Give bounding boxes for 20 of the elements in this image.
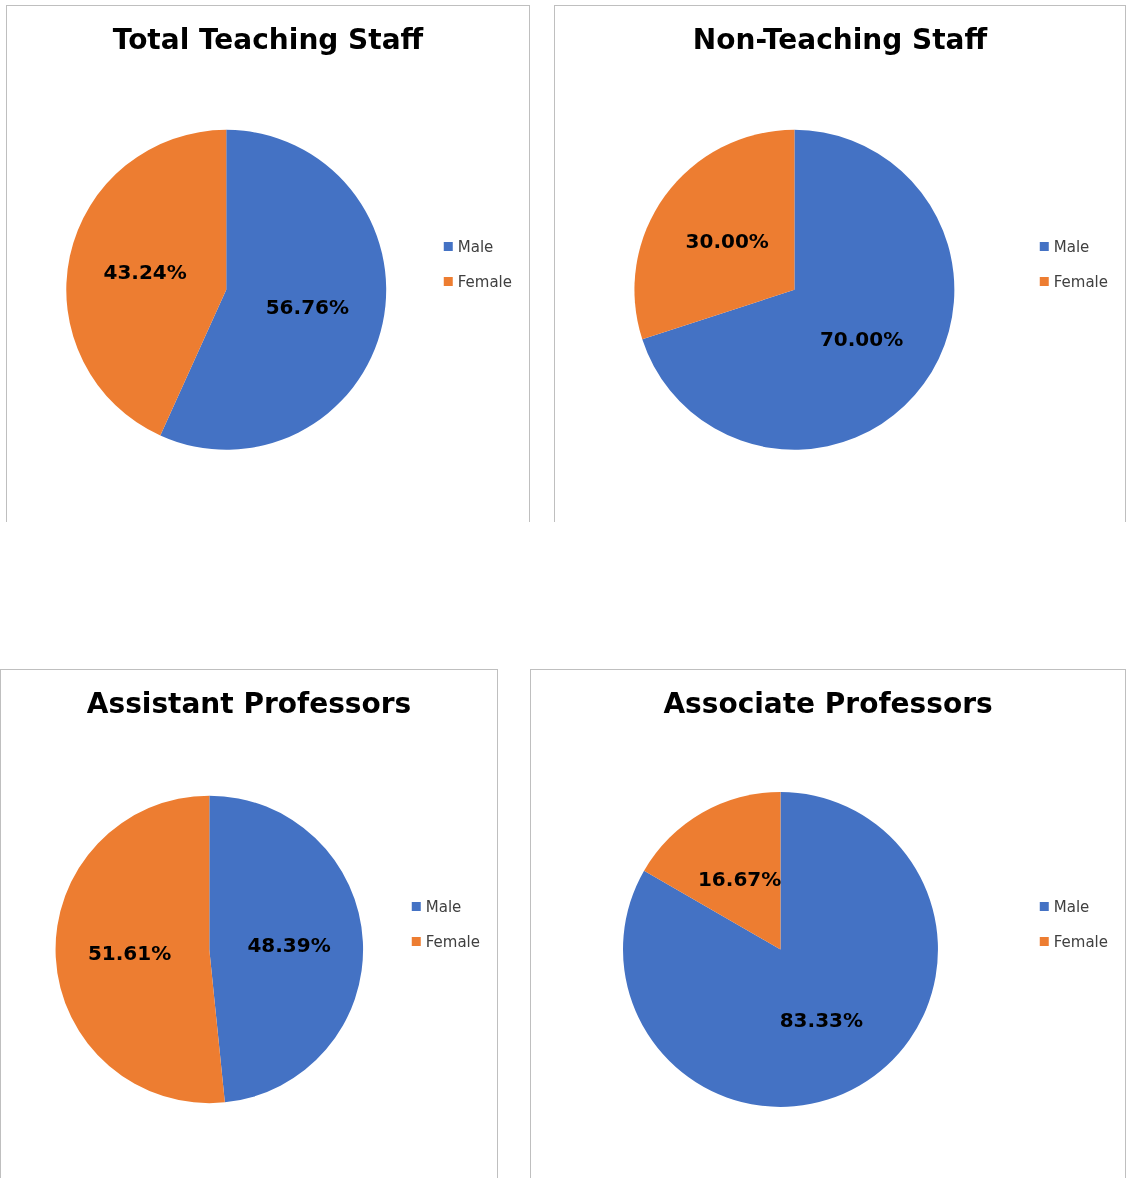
chart-title: Total Teaching Staff [112, 22, 424, 56]
data-label: 16.67% [697, 866, 782, 891]
data-label: 48.39% [247, 933, 331, 958]
data-label: 30.00% [685, 229, 769, 254]
legend-label: Female [1053, 272, 1109, 291]
chart-title: Associate Professors [663, 686, 993, 720]
legend-label: Male [425, 897, 462, 916]
legend-label: Female [425, 932, 481, 951]
data-label: 70.00% [819, 326, 904, 351]
data-label: 56.76% [265, 295, 350, 320]
legend-label: Female [1053, 932, 1109, 951]
legend-label: Female [457, 272, 513, 291]
data-label: 43.24% [103, 260, 187, 285]
legend-label: Male [1053, 237, 1090, 256]
chart-title: Assistant Professors [86, 686, 412, 720]
data-label: 83.33% [779, 1008, 864, 1033]
legend-label: Male [457, 237, 494, 256]
data-label: 51.61% [87, 941, 172, 966]
legend-label: Male [1053, 897, 1090, 916]
chart-title: Non-Teaching Staff [692, 22, 988, 56]
